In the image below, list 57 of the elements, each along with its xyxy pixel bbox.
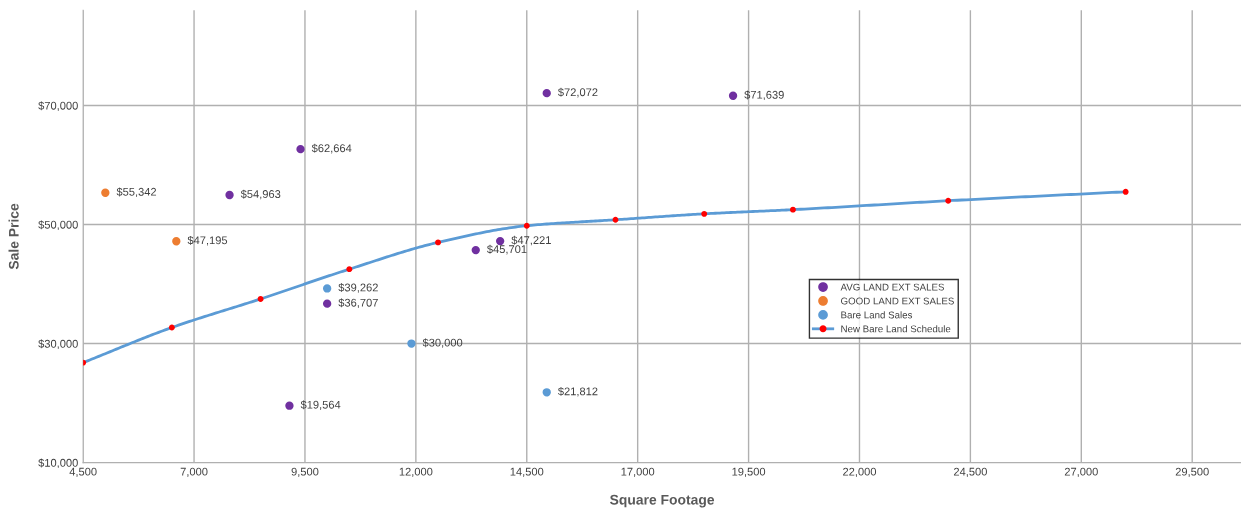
y-tick-label: $30,000: [38, 339, 78, 350]
data-label: $47,221: [511, 235, 551, 246]
point: [168, 324, 175, 331]
point: [285, 401, 294, 410]
x-tick-label: 9,500: [291, 467, 319, 477]
point: [523, 222, 530, 229]
data-label: $21,812: [557, 386, 598, 397]
x-tick-label: 17,000: [621, 467, 655, 477]
y-tick-label: $70,000: [38, 101, 78, 111]
legend-label: GOOD LAND EXT SALES: [841, 297, 954, 305]
point: [101, 188, 110, 197]
x-tick-label: 4,500: [69, 467, 97, 477]
point: [612, 216, 619, 223]
legend-label: New Bare Land Schedule: [841, 325, 951, 333]
point: [225, 190, 234, 200]
legend-label: AVG LAND EXT SALES: [840, 283, 945, 291]
data-label: $30,000: [422, 338, 463, 348]
data-label: $72,072: [557, 87, 598, 98]
point: [257, 295, 264, 302]
data-label: $39,262: [338, 283, 378, 293]
x-tick-label: 22,000: [843, 467, 877, 477]
y-axis-title: Sale Price: [8, 203, 19, 270]
data-label: $45,701: [486, 244, 527, 255]
point: [542, 89, 551, 98]
point: [322, 284, 332, 293]
x-axis-title: Square Footage: [610, 494, 715, 508]
data-label: $36,707: [338, 298, 378, 308]
legend-label: Bare Land Sales: [841, 311, 913, 319]
point: [172, 237, 181, 246]
x-tick-label: 14,500: [510, 467, 544, 477]
x-tick-label: 29,500: [1175, 467, 1209, 477]
point: [790, 206, 796, 213]
point: [322, 299, 332, 308]
point: [407, 339, 416, 348]
data-label: $71,639: [744, 90, 784, 101]
point: [471, 245, 480, 255]
point: [495, 236, 505, 246]
x-tick-label: 27,000: [1064, 467, 1098, 477]
x-tick-label: 24,500: [953, 467, 987, 477]
point: [296, 145, 305, 154]
point: [346, 266, 353, 273]
point: [945, 197, 952, 204]
data-label: $47,195: [187, 235, 228, 246]
x-tick-label: 19,500: [732, 467, 766, 477]
point: [728, 91, 738, 100]
x-tick-label: 12,000: [399, 467, 433, 477]
data-label: $62,664: [311, 143, 352, 154]
point: [1122, 188, 1129, 195]
y-tick-label: $10,000: [38, 458, 78, 469]
point: [435, 239, 441, 246]
point: [542, 388, 551, 397]
data-label: $19,564: [300, 400, 341, 410]
data-label: $55,342: [116, 187, 157, 198]
y-tick-label: $50,000: [38, 220, 78, 230]
point: [701, 210, 708, 217]
x-tick-label: 7,000: [180, 467, 208, 477]
data-label: $54,963: [240, 189, 281, 200]
